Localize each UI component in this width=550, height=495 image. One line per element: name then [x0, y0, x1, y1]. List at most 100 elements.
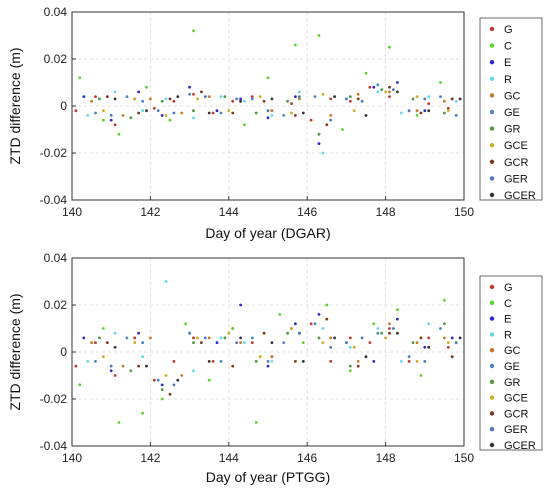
data-point-ge: [313, 322, 317, 326]
data-point-ger: [329, 118, 333, 122]
data-point-gcr: [137, 111, 141, 115]
data-point-r: [427, 95, 431, 98]
data-point-g: [211, 360, 215, 363]
legend-marker-ger: [489, 427, 495, 432]
x-tick-label: 150: [454, 451, 474, 465]
data-point-gcer: [270, 97, 274, 101]
data-point-gce: [196, 97, 199, 101]
legend-label-gcr: GCR: [504, 157, 529, 169]
data-point-c: [207, 378, 211, 382]
data-point-gr: [411, 341, 415, 344]
legend-marker-g: [489, 284, 495, 290]
data-point-c: [325, 303, 329, 307]
legend-label-ger: GER: [504, 424, 528, 436]
data-point-gcer: [239, 336, 243, 340]
data-point-gc: [443, 336, 446, 340]
data-point-gcr: [388, 85, 391, 89]
x-tick-label: 148: [376, 205, 396, 219]
legend-marker-gcr: [489, 159, 495, 164]
legend-label-c: C: [504, 41, 512, 53]
y-tick-label: -0.04: [40, 439, 68, 453]
y-tick-label: 0: [60, 99, 67, 113]
data-point-ger: [141, 341, 145, 344]
data-point-gc: [443, 99, 446, 103]
data-point-c: [341, 128, 344, 131]
data-point-g: [388, 327, 391, 330]
data-point-gce: [321, 341, 325, 344]
data-point-r: [192, 369, 195, 373]
data-point-ger: [329, 345, 333, 349]
data-point-r: [164, 280, 168, 283]
data-point-c: [254, 421, 258, 424]
data-point-gce: [258, 355, 262, 359]
legend-label-gc: GC: [504, 345, 521, 357]
data-point-gcer: [364, 355, 368, 359]
data-point-ge: [188, 331, 192, 335]
data-point-ger: [454, 114, 458, 117]
legend-label-gce: GCE: [504, 393, 528, 405]
legend-marker-g: [489, 26, 495, 32]
data-point-g: [94, 341, 97, 344]
data-point-gcer: [458, 97, 462, 101]
legend-marker-e: [489, 60, 495, 65]
data-point-ge: [376, 83, 380, 87]
data-point-gcr: [168, 392, 172, 396]
data-point-g: [309, 118, 313, 122]
data-point-gcr: [325, 317, 329, 321]
data-point-r: [86, 360, 90, 363]
plot-area: [72, 258, 464, 446]
data-point-ge: [407, 109, 411, 113]
legend-marker-gcer: [489, 192, 495, 198]
data-point-e: [215, 109, 219, 113]
data-point-gce: [384, 90, 387, 94]
data-point-ge: [313, 95, 317, 98]
data-point-ger: [235, 97, 239, 101]
data-point-gcer: [396, 331, 399, 335]
legend-marker-ge: [489, 363, 495, 369]
data-point-gce: [290, 327, 293, 330]
data-point-ge: [219, 111, 223, 115]
data-point-gr: [348, 95, 352, 98]
data-point-e: [188, 85, 192, 89]
data-point-c: [301, 341, 305, 344]
y-tick-label: 0.04: [44, 5, 68, 19]
data-point-gr: [160, 99, 164, 103]
data-point-g: [94, 95, 97, 98]
data-point-gcer: [364, 114, 368, 117]
data-point-gr: [160, 388, 164, 391]
data-point-gcer: [113, 97, 117, 101]
legend-label-e: E: [504, 57, 511, 69]
data-point-gc: [90, 99, 93, 103]
data-point-c: [266, 76, 270, 80]
data-point-c: [168, 118, 172, 122]
data-point-c: [141, 411, 145, 415]
data-point-gce: [164, 114, 168, 117]
legend-label-gcr: GCR: [504, 408, 529, 420]
data-point-gcr: [262, 99, 266, 103]
chart-panel-1: 140 142 144 146 148 150 0.04 0.02 0 -0.02 -0.04 Day…: [7, 5, 543, 241]
data-point-r: [454, 99, 458, 103]
legend-label-gr: GR: [504, 124, 521, 136]
data-point-g: [368, 341, 372, 344]
data-point-gcr: [294, 360, 297, 363]
data-point-gcer: [427, 109, 431, 113]
data-point-c: [117, 132, 121, 136]
data-point-ge: [250, 336, 254, 340]
data-point-c: [117, 421, 121, 424]
data-point-r: [219, 95, 223, 98]
data-point-gcer: [333, 95, 336, 98]
data-point-gcr: [450, 355, 454, 359]
data-point-ge: [282, 341, 286, 344]
y-axis-label: ZTD difference (m): [7, 293, 23, 410]
y-tick-label: 0: [60, 345, 67, 359]
legend-marker-c: [489, 300, 495, 305]
data-point-gc: [121, 364, 125, 368]
data-point-e: [109, 369, 113, 373]
data-point-c: [364, 71, 368, 75]
legend-marker-r: [489, 76, 495, 82]
data-point-gcr: [294, 114, 297, 117]
data-point-gr: [380, 88, 384, 91]
data-point-c: [419, 374, 423, 377]
data-point-r: [243, 99, 246, 103]
legend-label-gr: GR: [504, 377, 521, 389]
